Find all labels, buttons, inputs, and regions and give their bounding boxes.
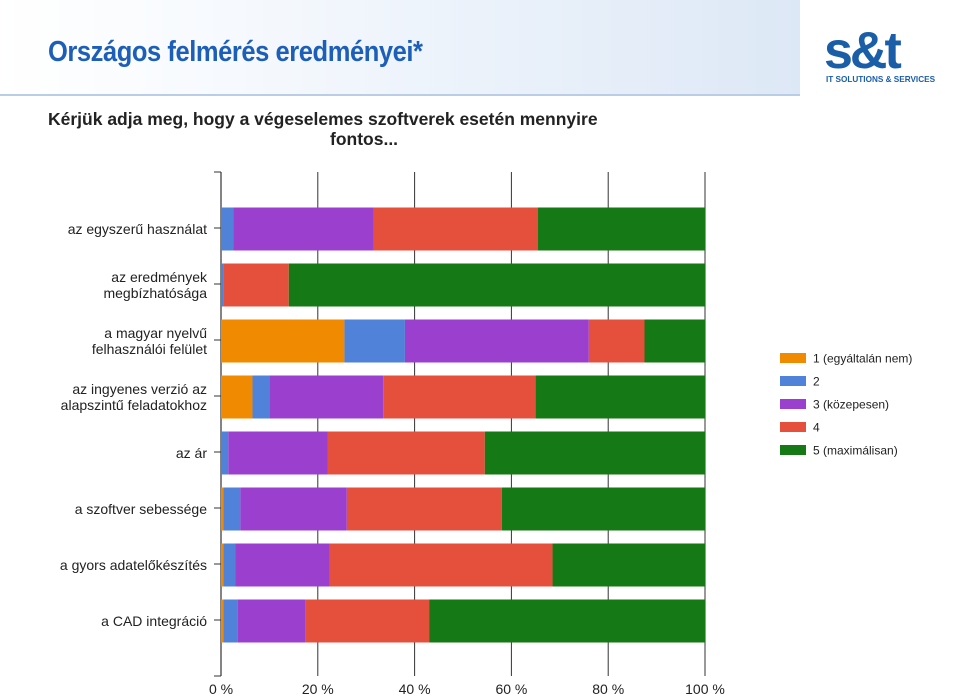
legend-swatch xyxy=(780,353,806,363)
x-tick-label: 60 % xyxy=(495,681,527,697)
bar-segment xyxy=(223,599,238,643)
bar-segment xyxy=(235,543,330,587)
bar-segment xyxy=(344,319,405,363)
bar-segment xyxy=(221,207,234,251)
slide-title: Országos felmérés eredményei* xyxy=(48,36,423,68)
bar-segment xyxy=(269,375,384,419)
bar-segment xyxy=(588,319,645,363)
bar-segment xyxy=(373,207,539,251)
bar-segment xyxy=(221,319,345,363)
chart-title-line: fontos... xyxy=(330,129,398,149)
category-label: alapszintű feladatokhoz xyxy=(61,397,207,413)
legend-swatch xyxy=(780,399,806,409)
bar-segment xyxy=(327,431,485,475)
category-label: a szoftver sebessége xyxy=(75,501,208,517)
x-tick-label: 0 % xyxy=(209,681,233,697)
bar-segment xyxy=(538,207,705,251)
bar-segment xyxy=(221,487,224,531)
bar-segment xyxy=(221,431,229,475)
x-tick-label: 40 % xyxy=(399,681,431,697)
category-label: a CAD integráció xyxy=(101,613,207,629)
logo-mark: s&t xyxy=(824,22,901,80)
bar-segment xyxy=(221,263,224,307)
bar-segment xyxy=(221,599,224,643)
bar-segment xyxy=(484,431,705,475)
x-tick-label: 80 % xyxy=(592,681,624,697)
category-label: az ingyenes verzió az xyxy=(72,381,207,397)
bar-segment xyxy=(221,543,224,587)
bar-segment xyxy=(221,375,253,419)
chart-title-line: Kérjük adja meg, hogy a végeselemes szof… xyxy=(48,109,598,129)
bar-segment xyxy=(404,319,589,363)
logo-tagline: IT SOLUTIONS & SERVICES xyxy=(826,75,936,84)
bar-segment xyxy=(383,375,536,419)
category-label: az egyszerű használat xyxy=(68,221,207,237)
bar-segment xyxy=(233,207,374,251)
bar-segment xyxy=(228,431,328,475)
legend-swatch xyxy=(780,445,806,455)
category-label: a gyors adatelőkészítés xyxy=(60,557,207,573)
bar-segment xyxy=(644,319,705,363)
bar-segment xyxy=(223,263,289,307)
bar-segment xyxy=(223,487,241,531)
bar-segment xyxy=(288,263,705,307)
bar-segment xyxy=(346,487,502,531)
header-band xyxy=(0,0,800,96)
bar-segment xyxy=(223,543,236,587)
bar-segment xyxy=(237,599,306,643)
category-label: megbízhatósága xyxy=(103,285,207,301)
bar-segment xyxy=(305,599,430,643)
legend-label: 1 (egyáltalán nem) xyxy=(813,352,912,366)
legend-label: 2 xyxy=(813,375,820,389)
bar-segment xyxy=(535,375,705,419)
bar-segment xyxy=(252,375,270,419)
bar-segment xyxy=(501,487,705,531)
category-label: az eredmények xyxy=(111,269,208,285)
logo-graphic: s&t IT SOLUTIONS & SERVICES xyxy=(824,22,936,84)
category-label: felhasználói felület xyxy=(92,341,207,357)
bar-segment xyxy=(552,543,705,587)
company-logo: s&t IT SOLUTIONS & SERVICES xyxy=(806,10,956,86)
category-label: a magyar nyelvű xyxy=(104,325,207,341)
bar-segment xyxy=(429,599,705,643)
category-label: az ár xyxy=(176,445,207,461)
legend-swatch xyxy=(780,376,806,386)
x-tick-label: 100 % xyxy=(685,681,725,697)
legend-swatch xyxy=(780,422,806,432)
bar-segment xyxy=(240,487,347,531)
legend-label: 4 xyxy=(813,421,820,435)
x-tick-label: 20 % xyxy=(302,681,334,697)
legend-label: 5 (maximálisan) xyxy=(813,444,898,458)
bar-segment xyxy=(329,543,553,587)
legend-label: 3 (közepesen) xyxy=(813,398,889,412)
stacked-bar-chart: Kérjük adja meg, hogy a végeselemes szof… xyxy=(48,109,912,697)
